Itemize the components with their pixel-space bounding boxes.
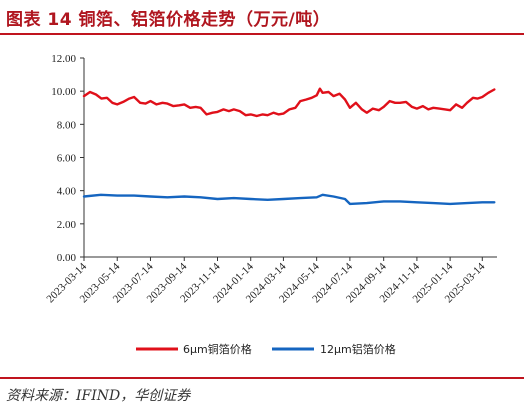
figure-source: 资料来源：IFIND，华创证券 — [6, 388, 191, 404]
y-tick-label: 0.00 — [57, 252, 77, 264]
copper-foil-price-line — [82, 87, 496, 118]
y-tick-label: 2.00 — [57, 219, 77, 231]
aluminum-foil-price-line — [82, 193, 496, 206]
figure-header: 图表 14 铜箔、铝箔价格走势（万元/吨） — [0, 0, 524, 34]
bottom-rule — [0, 377, 524, 379]
legend-label-aluminum: 12μm铝箔价格 — [320, 342, 396, 356]
y-tick-label: 10.00 — [51, 86, 76, 98]
figure-title: 图表 14 铜箔、铝箔价格走势（万元/吨） — [6, 10, 331, 30]
y-tick-label: 12.00 — [51, 53, 76, 65]
legend-label-copper: 6μm铜箔价格 — [183, 342, 252, 356]
y-tick-label: 4.00 — [57, 186, 77, 198]
top-rule — [0, 33, 524, 35]
y-tick-label: 6.00 — [57, 153, 77, 165]
y-tick-label: 8.00 — [57, 119, 77, 131]
price-line-chart: 0.002.004.006.008.0010.0012.002023-03-14… — [44, 53, 497, 356]
